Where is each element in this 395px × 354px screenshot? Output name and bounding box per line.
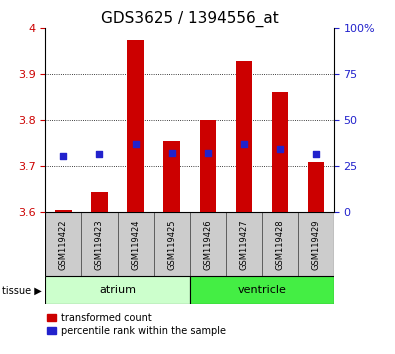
- Bar: [261, 212, 298, 276]
- Title: GDS3625 / 1394556_at: GDS3625 / 1394556_at: [101, 11, 278, 27]
- Text: GSM119424: GSM119424: [131, 219, 140, 269]
- Bar: [81, 212, 118, 276]
- Point: [276, 147, 283, 152]
- Bar: [91, 192, 107, 212]
- Point: [60, 153, 67, 159]
- Bar: [45, 276, 190, 304]
- Bar: [164, 141, 180, 212]
- Bar: [235, 61, 252, 212]
- Text: GSM119422: GSM119422: [59, 219, 68, 269]
- Bar: [308, 162, 324, 212]
- Point: [132, 142, 139, 147]
- Point: [96, 151, 103, 157]
- Bar: [190, 212, 226, 276]
- Bar: [154, 212, 190, 276]
- Bar: [55, 210, 71, 212]
- Bar: [199, 120, 216, 212]
- Point: [168, 151, 175, 156]
- Bar: [226, 212, 261, 276]
- Bar: [298, 212, 334, 276]
- Bar: [128, 40, 144, 212]
- Legend: transformed count, percentile rank within the sample: transformed count, percentile rank withi…: [47, 313, 226, 336]
- Point: [205, 150, 211, 155]
- Text: GSM119429: GSM119429: [311, 219, 320, 269]
- Text: GSM119423: GSM119423: [95, 219, 104, 270]
- Text: ventricle: ventricle: [237, 285, 286, 295]
- Bar: [118, 212, 154, 276]
- Bar: [45, 212, 81, 276]
- Text: tissue ▶: tissue ▶: [2, 285, 42, 295]
- Text: atrium: atrium: [99, 285, 136, 295]
- Text: GSM119428: GSM119428: [275, 219, 284, 270]
- Text: GSM119425: GSM119425: [167, 219, 176, 269]
- Point: [241, 142, 247, 147]
- Bar: [190, 276, 334, 304]
- Point: [312, 152, 319, 157]
- Text: GSM119426: GSM119426: [203, 219, 212, 270]
- Text: GSM119427: GSM119427: [239, 219, 248, 270]
- Bar: [272, 92, 288, 212]
